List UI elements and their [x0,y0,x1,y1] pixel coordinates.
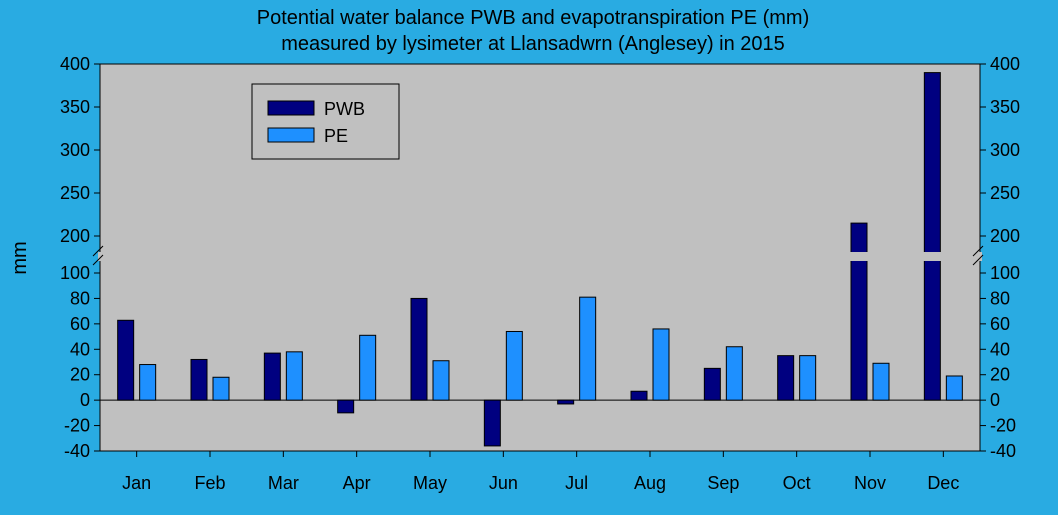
y-tick-label-left-350: 350 [60,97,90,117]
bar-break-gap-dec [923,252,942,261]
plot-area: Jan Feb Mar Apr May Jun Jul Aug Sep Oct Nov Dec -40 -… [60,54,1020,493]
bar-break-gap-jan [116,252,135,261]
axis-break-slash-bottom-left [92,254,104,266]
legend-box [251,83,400,160]
y-tick-label-left-100: 100 [60,263,90,283]
y-tick-label-left-200: 200 [60,226,90,246]
pwb-bar-jul [557,399,575,405]
pwb-bar-mar [263,352,281,401]
y-tick-label-left-20: 20 [70,365,90,385]
y-axis-label: mm [9,241,31,274]
y-tick-label-right-250: 250 [990,183,1020,203]
pe-bar-jul [579,296,597,401]
pe-bar-feb [212,376,230,401]
y-tick-label-right-100: 100 [990,263,1020,283]
y-tick-label-right-400: 400 [990,54,1020,74]
axis-break-gap-left [98,252,102,261]
axis-break-gap-right [978,252,982,261]
axis-break-slash-bottom-right [972,254,984,266]
y-tick-label-right-80: 80 [990,288,1010,308]
y-tick-label-left-80: 80 [70,288,90,308]
pwb-bar-jun [483,399,501,447]
pwb-bar-apr [337,399,355,414]
x-tick-label-jun: Jun [489,473,518,493]
x-tick-label-feb: Feb [194,473,225,493]
pe-bar-aug [652,328,670,401]
pe-bar-jun [505,330,523,401]
y-tick-label-left-60: 60 [70,314,90,334]
pe-bar-jan [139,364,157,401]
y-tick-label-right-300: 300 [990,140,1020,160]
pe-bar-dec [945,375,963,401]
pe-bar-sep [725,346,743,401]
y-tick-label-right-200: 200 [990,226,1020,246]
x-tick-label-sep: Sep [707,473,739,493]
legend-label-pe: PE [324,126,348,146]
pe-bar-apr [359,334,377,401]
x-tick-label-oct: Oct [783,473,811,493]
legend-swatch-pwb [267,100,315,116]
pwb-bar-dec [923,72,941,401]
y-tick-label-left-0: 0 [80,390,90,410]
pwb-bar-may [410,297,428,401]
pwb-bar-sep [703,367,721,401]
pwb-bar-nov [850,222,868,401]
x-tick-label-may: May [413,473,447,493]
bar-break-gap-nov [850,252,868,261]
y-tick-label-left-250: 250 [60,183,90,203]
y-tick-label-right--20: -20 [990,416,1016,436]
y-tick-label-left--40: -40 [64,441,90,461]
chart-title: Potential water balance PWB and evapotra… [257,7,810,29]
y-tick-label-right-20: 20 [990,365,1010,385]
x-tick-label-aug: Aug [634,473,666,493]
x-tick-label-jan: Jan [122,473,151,493]
pwb-bar-feb [190,358,208,401]
x-tick-label-dec: Dec [927,473,959,493]
y-tick-label-left--20: -20 [64,416,90,436]
x-tick-label-nov: Nov [854,473,886,493]
pe-bar-nov [872,362,890,401]
y-tick-label-right--40: -40 [990,441,1016,461]
chart-subtitle: measured by lysimeter at Llansadwrn (Ang… [281,33,785,55]
x-tick-label-jul: Jul [565,473,588,493]
y-tick-label-left-40: 40 [70,339,90,359]
pwb-bar-jan [117,319,135,401]
pe-bar-may [432,360,450,401]
plot-background [99,63,981,452]
pe-bar-mar [285,351,303,401]
x-tick-label-apr: Apr [343,473,371,493]
axis-break-slash-top-left [92,245,104,257]
y-tick-label-left-400: 400 [60,54,90,74]
legend-swatch-pe [267,127,315,143]
pe-bar-oct [799,355,817,401]
y-tick-label-left-300: 300 [60,140,90,160]
pwb-bar-oct [777,355,795,401]
y-tick-label-right-60: 60 [990,314,1010,334]
axis-break-slash-top-right [972,245,984,257]
legend-label-pwb: PWB [324,99,365,119]
y-tick-label-right-0: 0 [990,390,1000,410]
pwb-bar-aug [630,390,648,401]
y-tick-label-right-350: 350 [990,97,1020,117]
y-tick-label-right-40: 40 [990,339,1010,359]
x-tick-label-mar: Mar [268,473,299,493]
